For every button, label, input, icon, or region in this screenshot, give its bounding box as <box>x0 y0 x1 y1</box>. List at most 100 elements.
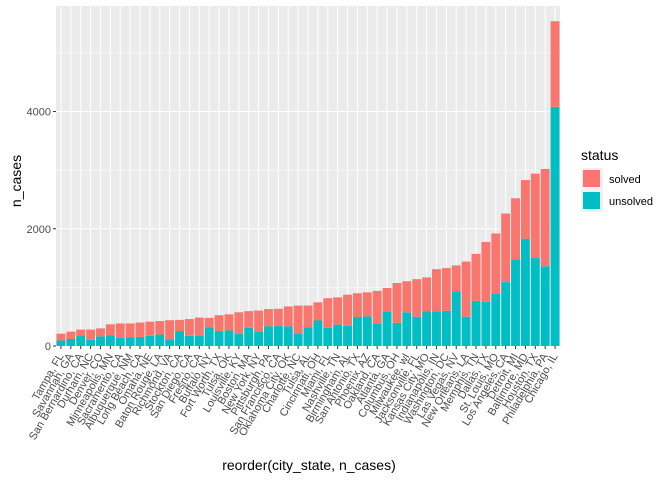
legend-key-solved <box>583 170 600 187</box>
y-tick-label: 2000 <box>27 224 51 236</box>
y-axis: 0 2000 4000 <box>27 107 56 353</box>
bar-solved <box>540 168 550 267</box>
bar-solved <box>56 333 66 341</box>
bar-solved <box>511 198 520 260</box>
bar-unsolved <box>135 336 145 346</box>
bar-unsolved <box>115 337 125 346</box>
bar-solved <box>86 329 96 340</box>
bar-solved <box>451 265 461 292</box>
bar-solved <box>244 311 254 328</box>
bar-unsolved <box>184 335 194 346</box>
bar-unsolved <box>422 311 432 346</box>
bar-unsolved <box>382 312 392 346</box>
bar-solved <box>441 268 451 311</box>
bar-solved <box>165 320 175 340</box>
bar-unsolved <box>264 326 273 346</box>
bar-solved <box>402 281 412 313</box>
legend-key-unsolved <box>583 192 600 209</box>
bar-unsolved <box>323 327 333 346</box>
bar-solved <box>115 323 125 338</box>
bar-unsolved <box>155 334 165 346</box>
bar-unsolved <box>540 266 550 346</box>
bar-solved <box>293 305 303 334</box>
bar-solved <box>372 290 382 325</box>
bar-unsolved <box>501 282 511 346</box>
legend: status solved unsolved <box>581 147 653 212</box>
y-tick-label: 4000 <box>27 107 51 119</box>
bar-solved <box>125 323 135 338</box>
bar-solved <box>273 308 283 327</box>
bar-unsolved <box>76 336 86 346</box>
bar-solved <box>264 309 273 327</box>
bar-solved <box>362 292 372 317</box>
bar-solved <box>352 293 362 317</box>
bar-unsolved <box>333 324 343 346</box>
bar-solved <box>254 310 264 332</box>
bar-unsolved <box>175 331 184 346</box>
bar-solved <box>520 180 530 239</box>
bar-unsolved <box>313 320 323 346</box>
legend-items: solved unsolved <box>581 168 653 212</box>
y-axis-title: n_cases <box>8 155 24 207</box>
bar-unsolved <box>244 327 254 346</box>
bar-solved <box>471 253 481 301</box>
bar-unsolved <box>491 293 501 346</box>
bar-solved <box>76 329 86 337</box>
legend-label-unsolved: unsolved <box>609 196 653 208</box>
bar-unsolved <box>520 238 530 346</box>
bar-unsolved <box>96 336 105 346</box>
bar-unsolved <box>550 106 560 347</box>
bar-unsolved <box>481 301 491 346</box>
bar-unsolved <box>204 327 214 346</box>
bar-solved <box>135 322 145 337</box>
bar-solved <box>184 319 194 336</box>
bar-solved <box>392 282 402 323</box>
bar-unsolved <box>432 311 441 346</box>
bar-unsolved <box>402 312 412 346</box>
bar-solved <box>313 302 323 321</box>
bar-solved <box>283 306 293 327</box>
bar-unsolved <box>392 322 402 346</box>
bar-unsolved <box>234 333 244 346</box>
bar-unsolved <box>362 316 372 346</box>
legend-title: status <box>581 147 618 163</box>
bar-solved <box>105 324 115 336</box>
bar-unsolved <box>293 333 303 346</box>
bar-solved <box>96 328 105 337</box>
bar-solved <box>481 241 491 302</box>
bar-unsolved <box>283 326 293 346</box>
bar-solved <box>501 213 511 283</box>
bar-solved <box>461 261 471 317</box>
bar-unsolved <box>165 339 175 346</box>
bar-solved <box>550 21 560 107</box>
bar-unsolved <box>372 324 382 346</box>
bar-unsolved <box>461 316 471 346</box>
bar-solved <box>333 297 343 325</box>
bar-unsolved <box>352 316 362 346</box>
bar-unsolved <box>56 340 66 346</box>
bar-solved <box>175 319 184 332</box>
bar-unsolved <box>86 339 96 346</box>
bar-unsolved <box>194 336 204 346</box>
bar-unsolved <box>125 337 135 346</box>
bar-unsolved <box>224 330 234 346</box>
bar-solved <box>412 279 422 317</box>
bar-unsolved <box>412 316 422 346</box>
bar-unsolved <box>441 310 451 346</box>
bar-unsolved <box>343 325 352 346</box>
bar-solved <box>214 315 224 332</box>
bar-solved <box>491 233 501 294</box>
bar-solved <box>422 277 432 312</box>
bar-unsolved <box>303 327 313 346</box>
bar-solved <box>224 314 234 331</box>
bar-solved <box>343 294 352 326</box>
bars <box>56 21 560 347</box>
bar-solved <box>530 173 540 259</box>
bar-unsolved <box>511 259 520 346</box>
bar-solved <box>194 317 204 337</box>
bar-solved <box>382 287 392 312</box>
bar-unsolved <box>530 258 540 346</box>
bar-solved <box>204 317 214 328</box>
